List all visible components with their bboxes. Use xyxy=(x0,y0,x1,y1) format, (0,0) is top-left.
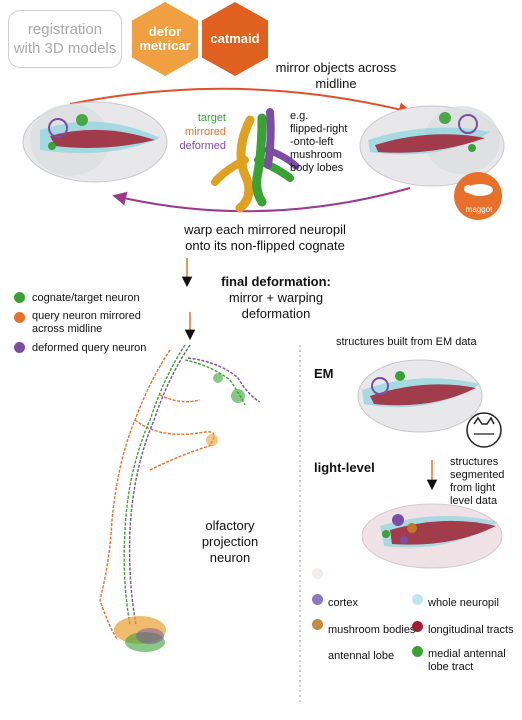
registration-line2: with 3D models xyxy=(13,40,117,57)
legend-query-line1: query neuron mirrored xyxy=(32,310,141,322)
legend-whole-neuropil: whole neuropil xyxy=(428,597,499,609)
maggot-badge xyxy=(454,172,502,220)
eg-line-1: e.g. xyxy=(290,110,309,122)
light-level-label: light-level xyxy=(314,460,375,475)
light-caption-4: level data xyxy=(450,495,498,507)
left-brain-model xyxy=(22,101,168,183)
legend-dot-mushroom xyxy=(312,619,323,630)
light-level-brain-model xyxy=(361,503,503,569)
mirror-line2: midline xyxy=(315,76,357,91)
legend-cortex: cortex xyxy=(328,597,358,609)
registration-box: registration with 3D models xyxy=(8,10,122,68)
legend-dot-purple xyxy=(14,342,25,353)
neuron-arbor-top xyxy=(206,373,245,446)
light-caption-3: from light xyxy=(450,482,496,494)
registration-line1: registration xyxy=(27,21,103,38)
neuron-traces xyxy=(99,344,261,641)
legend-query-line2: across midline xyxy=(32,323,103,335)
eg-line-5: body lobes xyxy=(290,162,344,174)
final-deformation-caption: final deformation: mirror + warping defo… xyxy=(196,274,356,322)
deformetricar-line2: metricar xyxy=(139,38,191,53)
legend-antennal-lobe: antennal lobe xyxy=(328,650,395,662)
neuron-label: olfactory projection neuron xyxy=(190,518,270,566)
legend-medial-line2: lobe tract xyxy=(428,661,474,673)
final-line2: mirror + warping deformation xyxy=(228,290,324,321)
lobe-legend-target: target xyxy=(197,112,226,124)
catmaid-cat-badge xyxy=(466,412,502,448)
legend-dot-neuropil xyxy=(412,594,423,605)
light-level-caption: structures segmented from light level da… xyxy=(450,456,504,508)
legend-mushroom-bodies: mushroom bodies xyxy=(328,624,416,636)
legend-cognate: cognate/target neuron xyxy=(32,292,140,304)
legend-dot-green xyxy=(14,292,25,303)
legend-medial-tract: medial antennal lobe tract xyxy=(428,648,506,674)
eg-line-2: flipped-right xyxy=(290,123,348,135)
legend-dot-orange xyxy=(14,312,25,323)
maggot-label: maggot xyxy=(465,205,493,214)
mushroom-body-lobes xyxy=(211,108,300,213)
legend-medial-line1: medial antennal xyxy=(428,648,506,660)
mirror-line1: mirror objects across xyxy=(275,60,397,75)
legend-dot-tracts xyxy=(412,621,423,632)
light-caption-1: structures xyxy=(450,456,499,468)
right-brain-model xyxy=(359,105,505,187)
catmaid-label: catmaid xyxy=(210,31,260,46)
lobes-example-caption: e.g. flipped-right -onto-left mushroom b… xyxy=(290,110,347,175)
mirror-caption: mirror objects across midline xyxy=(258,60,414,92)
warp-caption: warp each mirrored neuropil onto its non… xyxy=(160,222,370,254)
neuron-label-line2: projection xyxy=(201,534,259,549)
lobe-legend-deformed: deformed xyxy=(179,140,226,152)
em-caption: structures built from EM data xyxy=(336,336,477,348)
neuron-label-line1: olfactory xyxy=(205,518,255,533)
neuron-arbor-bottom xyxy=(114,616,166,652)
warp-line2: onto its non-flipped cognate xyxy=(185,238,345,253)
lobe-legend: target mirrored deformed xyxy=(168,111,226,153)
deformetricar-line1: defor xyxy=(148,24,182,39)
em-label: EM xyxy=(314,366,334,381)
eg-line-4: mushroom xyxy=(290,149,342,161)
warp-line1: warp each mirrored neuropil xyxy=(184,222,346,237)
legend-dot-cortex xyxy=(312,594,323,605)
legend-deformed: deformed query neuron xyxy=(32,342,147,354)
legend-dot-medial xyxy=(412,646,423,657)
eg-line-3: -onto-left xyxy=(290,136,334,148)
em-brain-model xyxy=(357,359,483,433)
mirror-arrow xyxy=(69,87,413,117)
lobe-legend-mirrored: mirrored xyxy=(185,126,226,138)
final-line1: final deformation: xyxy=(221,274,331,289)
legend-longitudinal-tracts: longitudinal tracts xyxy=(428,624,514,636)
warp-arrow xyxy=(112,187,411,213)
neuron-label-line3: neuron xyxy=(209,550,251,565)
legend-dot-blank xyxy=(312,568,323,579)
light-caption-2: segmented xyxy=(450,469,505,481)
legend-query: query neuron mirrored across midline xyxy=(32,310,141,336)
